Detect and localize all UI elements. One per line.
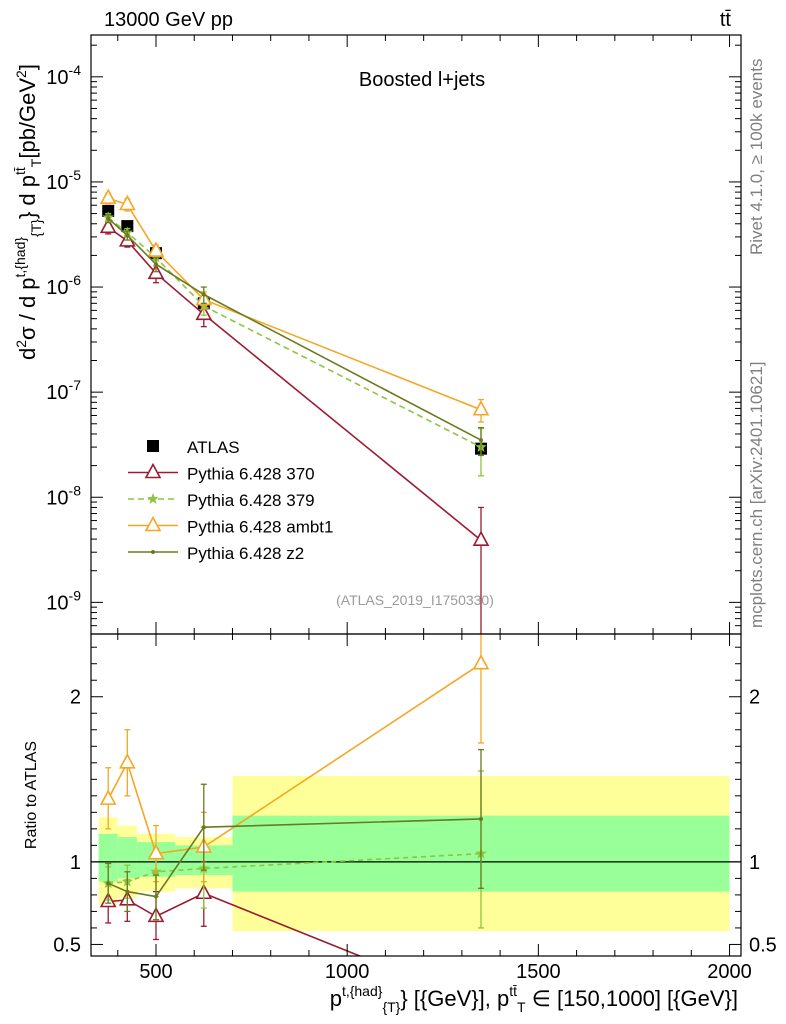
data-point-p370 — [472, 530, 490, 547]
ratio-point-z2 — [479, 816, 483, 821]
x-tick-label: 500 — [139, 961, 172, 983]
data-point-z2 — [154, 262, 158, 267]
rivet-version-label: Rivet 4.1.0, ≥ 100k events — [747, 59, 766, 255]
ratio-point-z2 — [201, 825, 206, 830]
legend-label-atlas: ATLAS — [187, 438, 240, 457]
ratio-point-ambt1 — [147, 843, 165, 860]
ratio-point-ambt1 — [118, 753, 136, 769]
legend-marker-z2 — [151, 550, 155, 554]
ratio-point-ambt1 — [472, 654, 490, 670]
x-axis-ticks: 500 1000 1500 2000 — [117, 35, 752, 983]
uncertainty-band-inner — [98, 833, 118, 882]
ratio-y-ticks: 0.5 0.5 1 1 2 2 — [53, 646, 777, 956]
series-p370 — [99, 217, 490, 634]
ratio-y-tick-label-left: 0.5 — [53, 934, 81, 956]
legend-marker-ambt1 — [144, 515, 162, 532]
x-tick-label: 1500 — [516, 961, 561, 983]
legend-marker-p379 — [147, 493, 159, 504]
data-point-ambt1 — [147, 241, 165, 257]
y-tick-label: 10-7 — [46, 377, 81, 404]
series-line-ambt1 — [107, 197, 482, 411]
series-z2 — [105, 213, 484, 457]
data-point-z2 — [106, 216, 111, 221]
ratio-uncertainty-bands — [91, 776, 741, 932]
header-process-label: tt̄ — [720, 9, 732, 31]
ratio-panel: 0.5 0.5 1 1 2 2 500 1000 1500 2000 Ratio to ATLA… — [23, 35, 777, 1015]
data-point-z2 — [201, 292, 206, 297]
y-tick-label: 10-4 — [46, 62, 81, 89]
uncertainty-band-inner — [117, 837, 137, 879]
ratio-point-z2 — [106, 881, 111, 886]
legend-marker-atlas — [147, 440, 159, 452]
svg-text:pt,{had}{T}} [{GeV}], ptt̄T ∈: pt,{had}{T}} [{GeV}], ptt̄T ∈ [150,1000]… — [330, 983, 738, 1015]
ratio-y-tick-label-right: 2 — [749, 687, 760, 709]
x-tick-label: 2000 — [707, 961, 752, 983]
main-panel: 10-910-810-710-610-510-4 Boosted l+jets … — [12, 34, 742, 635]
ratio-y-tick-label-left: 2 — [70, 687, 81, 709]
ratio-series-z2 — [105, 748, 484, 921]
series-atlas — [102, 204, 487, 455]
main-title: Boosted l+jets — [359, 69, 485, 91]
legend-marker-p370 — [144, 462, 162, 479]
ratio-y-tick-label-right: 1 — [749, 852, 760, 874]
data-point-ambt1 — [99, 188, 117, 205]
ratio-point-z2 — [125, 889, 130, 894]
y-tick-label: 10-8 — [46, 482, 81, 509]
y-tick-label: 10-6 — [46, 272, 81, 299]
analysis-watermark: (ATLAS_2019_I1750330) — [336, 592, 494, 608]
legend-label-p370: Pythia 6.428 370 — [187, 465, 315, 484]
ratio-y-tick-label-left: 1 — [70, 852, 81, 874]
series-line-z2 — [107, 217, 482, 441]
data-point-z2 — [125, 233, 130, 238]
data-point-p370 — [99, 217, 117, 234]
legend-label-p379: Pythia 6.428 379 — [187, 491, 315, 510]
legend-label-ambt1: Pythia 6.428 ambt1 — [187, 518, 333, 537]
series-line-p379 — [107, 216, 482, 448]
mcplots-reference-label: mcplots.cern.ch [arXiv:2401.10621] — [747, 362, 766, 628]
main-y-axis-label: d2σ / d pt,{had}{T}} d ptt̄T[pb/GeV2] — [12, 64, 44, 360]
main-y-ticks: 10-9 10-8 10-7 10-6 10-5 10-4 — [46, 44, 741, 635]
y-tick-label: 10-9 — [46, 587, 81, 614]
legend: ATLAS Pythia 6.428 370 Pythia 6.428 379 Pyt… — [128, 438, 333, 563]
series-ambt1 — [99, 188, 490, 423]
y-tick-label: 10-5 — [46, 167, 81, 194]
ratio-y-axis-label: Ratio to ATLAS — [23, 741, 40, 849]
legend-label-z2: Pythia 6.428 z2 — [187, 544, 304, 563]
ratio-point-z2 — [154, 894, 158, 899]
ratio-panel-frame — [90, 633, 742, 957]
data-point-ambt1 — [472, 400, 490, 416]
data-point-ambt1 — [118, 194, 136, 211]
data-point-z2 — [479, 438, 483, 443]
ratio-point-ambt1 — [99, 789, 117, 805]
main-series-layer — [99, 188, 490, 634]
x-tick-label: 1000 — [325, 961, 370, 983]
x-axis-label: pt,{had}{T}} [{GeV}], ptt̄T ∈ [150,1000]… — [330, 983, 738, 1015]
ratio-series-layer — [99, 634, 490, 956]
svg-text:d2σ / d pt,{had}{T}} d ptt̄T: d2σ / d pt,{had}{T}} d ptt̄T[pb/GeV2] — [12, 64, 44, 360]
header-energy-label: 13000 GeV pp — [104, 9, 233, 31]
ratio-y-tick-label-right: 0.5 — [749, 934, 777, 956]
